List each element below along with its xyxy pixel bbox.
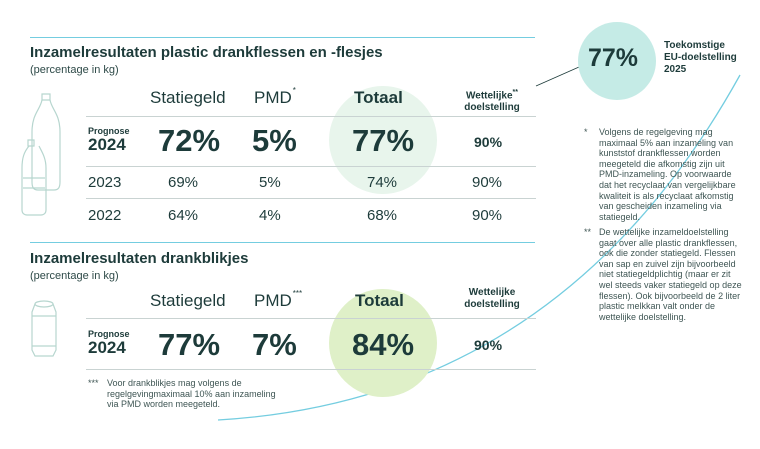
cans-section-title: Inzamelresultaten drankblikjes [30,250,249,267]
bottles-col-wettelijk: Wettelijke** doelstelling [464,89,520,114]
table-divider [86,369,536,370]
bottles-row-totaal: 68% [367,207,398,224]
bottles-row-pmd: 5% [259,174,281,191]
cans-prognose-label: Prognose 2024 [88,329,130,357]
bottles-section-subtitle: (percentage in kg) [30,64,119,76]
bottles-prognose-wettelijk: 90% [474,134,503,150]
footnote-3: Voor drankblikjes mag volgens de regelge… [107,378,276,410]
bottles-row-statiegeld: 64% [168,207,199,224]
bottles-prognose-statiegeld: 72% [158,123,221,158]
cans-col-totaal: Totaal [355,291,404,310]
footnote-2: De wettelijke inzameldoelstelling gaat o… [599,227,742,322]
eu-goal-circle [578,22,656,100]
bottles-col-totaal: Totaal [354,88,403,107]
bottles-prognose-label: Prognose 2024 [88,126,130,154]
table-divider [86,198,536,199]
cans-col-statiegeld: Statiegeld [150,291,226,310]
footnote-mark-2: ** [584,227,592,237]
bottles-totaal-circle [329,86,437,194]
bottle-icon [21,93,61,216]
bottles-row-year: 2023 [88,174,122,191]
bottles-row-totaal: 74% [367,174,398,191]
table-divider [86,116,536,117]
cans-prognose-wettelijk: 90% [474,337,503,353]
bottles-row-pmd: 4% [259,207,281,224]
cans-section-subtitle: (percentage in kg) [30,270,119,282]
eu-goal-label: Toekomstige EU-doelstelling 2025 [664,40,737,75]
bottles-prognose-totaal: 77% [352,123,415,158]
bottles-row-statiegeld: 69% [168,174,199,191]
bottles-prognose-pmd: 5% [252,123,297,158]
cans-prognose-pmd: 7% [252,327,297,362]
eu-goal-value: 77% [588,44,639,72]
table-divider [86,166,536,167]
footnote-mark-1: * [584,127,588,137]
section-divider [30,37,535,38]
footnote-mark-3: *** [88,378,99,388]
bottles-col-pmd: PMD* [254,86,296,107]
table-divider [86,318,536,319]
can-icon [31,300,57,357]
cans-totaal-circle [329,289,437,397]
footnote-1: Volgens de regelgeving mag maximaal 5% a… [599,127,736,222]
bottles-row-wettelijk: 90% [472,207,503,224]
bottles-row-wettelijk: 90% [472,174,503,191]
bottles-section-title: Inzamelresultaten plastic drankflessen e… [30,44,383,61]
section-divider [30,242,535,243]
cans-col-pmd: PMD*** [254,289,303,310]
bottles-col-statiegeld: Statiegeld [150,88,226,107]
cans-prognose-statiegeld: 77% [158,327,221,362]
cans-col-wettelijk: Wettelijke doelstelling [464,287,520,310]
bottles-row-year: 2022 [88,207,122,224]
cans-prognose-totaal: 84% [352,327,415,362]
